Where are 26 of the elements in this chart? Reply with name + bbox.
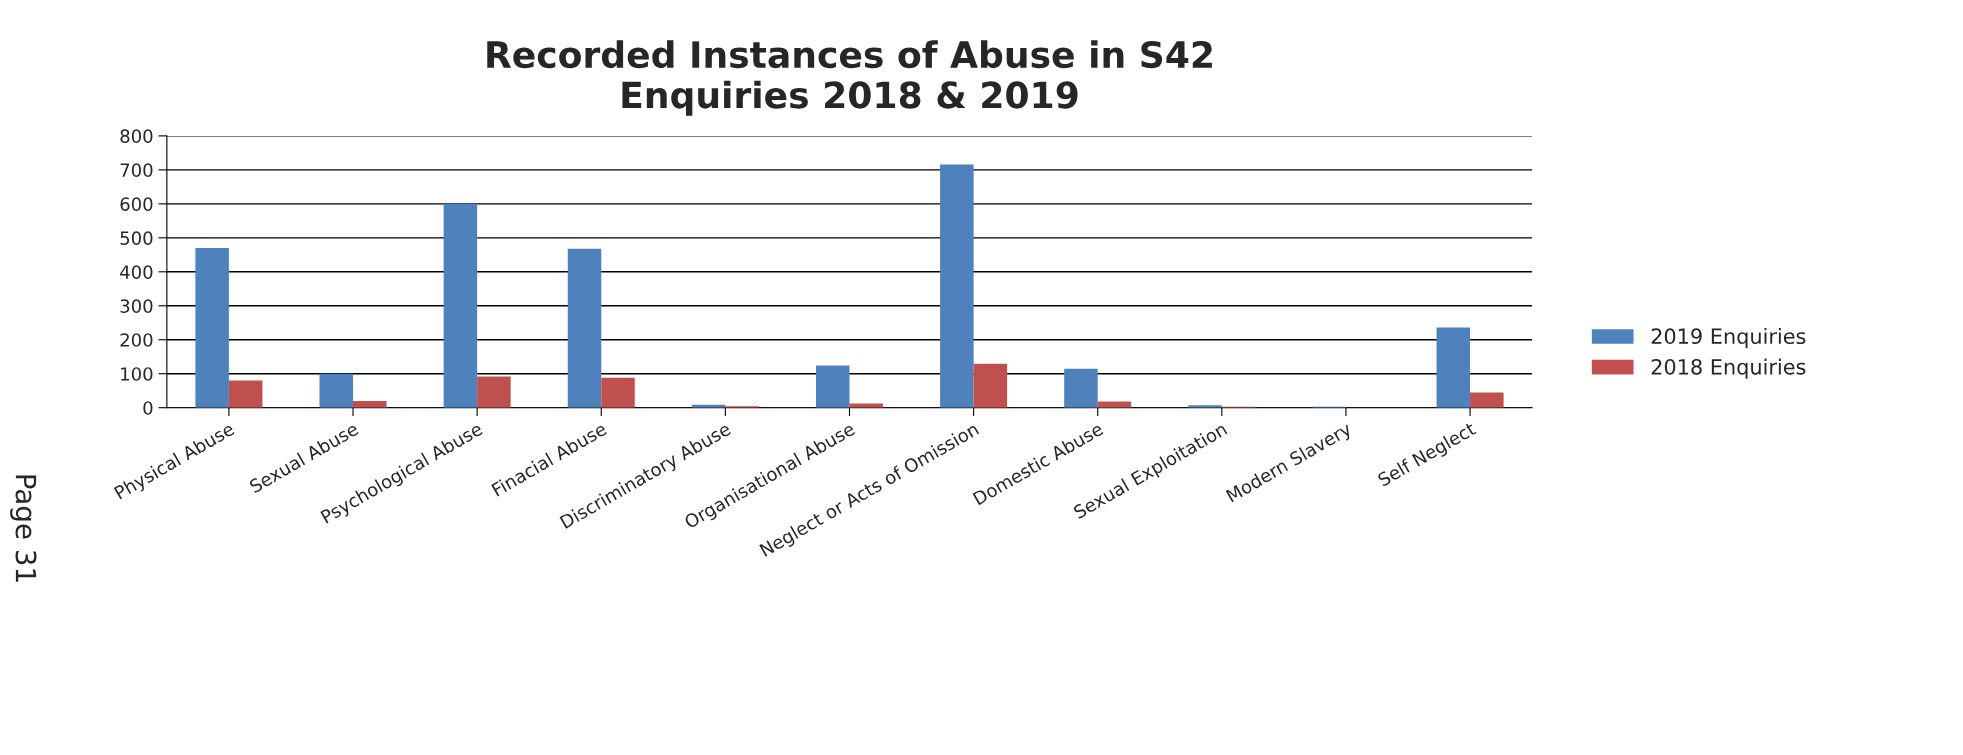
text: Page 31 [10,475,37,582]
y-tick-label: 100 [121,367,153,381]
y-tick-label: 600 [120,197,153,211]
chart-title: Recorded Instances of Abuse in S42 Enquiries 2018 & 2019 [487,40,1212,116]
bar [815,365,850,408]
y-tick-label: 300 [120,299,153,313]
legend-label: 2019 Enquiries [1651,327,1806,349]
y-tick-label: 400 [120,265,153,279]
legend-label: 2018 Enquiries [1651,358,1806,379]
bar [601,377,635,408]
bar [1470,392,1504,408]
y-tick-label: 800 [120,129,153,144]
bar [567,248,602,408]
y-tick-label: 700 [120,163,153,177]
bar [477,376,511,408]
y-tick-label: 0 [143,401,153,415]
bar [443,203,478,408]
bar [1064,368,1098,408]
bar [940,164,974,408]
bar [228,380,263,408]
bar [973,363,1008,408]
bar [195,248,229,408]
bar [319,373,354,408]
y-tick-label: 200 [120,333,153,347]
y-tick-label: 500 [120,231,153,245]
bar [1436,327,1471,408]
